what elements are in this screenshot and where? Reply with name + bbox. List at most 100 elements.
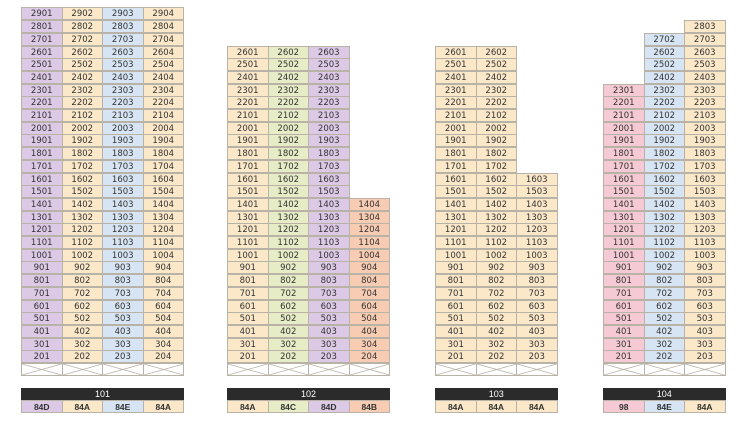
unit-cell: 2503 <box>684 58 726 72</box>
unit-cell: 903 <box>102 261 144 275</box>
unit-cell: 1501 <box>603 185 645 199</box>
unit-cell: 2103 <box>684 109 726 122</box>
unit-cell: 1603 <box>684 172 726 186</box>
unit-cell: 301 <box>603 337 645 351</box>
unit-cell: 201 <box>21 350 63 364</box>
unit-cell: 2003 <box>684 121 726 135</box>
unit-cell: 701 <box>603 286 645 300</box>
unit-cell: 901 <box>227 261 269 275</box>
unit-cell: 903 <box>684 261 726 275</box>
unit-cell: 1703 <box>684 159 726 173</box>
unit-cell: 403 <box>684 324 726 338</box>
unit-cell: 2103 <box>308 109 350 122</box>
unit-cell: 2203 <box>684 96 726 110</box>
unit-cell: 1201 <box>435 223 477 237</box>
unit-cell: 2804 <box>142 20 184 34</box>
building-label: 103 <box>435 388 558 400</box>
unit-cell: 1404 <box>142 197 184 211</box>
unit-cell: 1004 <box>348 248 390 262</box>
unit-cell: 2304 <box>142 83 184 97</box>
unit-cell: 802 <box>475 274 517 288</box>
unit-cell: 1802 <box>475 147 517 161</box>
unit-cell: 2502 <box>61 58 103 72</box>
base-cell <box>267 363 309 376</box>
unit-cell: 2302 <box>61 83 103 97</box>
unit-cell: 603 <box>684 299 726 313</box>
unit-cell: 202 <box>643 350 685 364</box>
unit-cell: 1402 <box>643 197 685 211</box>
unit-cell: 1902 <box>475 134 517 148</box>
unit-cell: 503 <box>684 312 726 326</box>
unit-cell: 1802 <box>61 147 103 161</box>
unit-cell: 1203 <box>308 223 350 237</box>
unit-cell: 1503 <box>102 185 144 199</box>
building-label: 104 <box>603 388 726 400</box>
unit-cell: 602 <box>475 299 517 313</box>
unit-cell: 2101 <box>435 109 477 122</box>
unit-cell: 1601 <box>435 172 477 186</box>
unit-cell: 1404 <box>348 197 390 211</box>
unit-cell: 2202 <box>643 96 685 110</box>
unit-cell: 2002 <box>643 121 685 135</box>
unit-cell: 602 <box>267 299 309 313</box>
unit-cell: 901 <box>21 261 63 275</box>
unit-cell: 604 <box>142 299 184 313</box>
unit-cell: 701 <box>21 286 63 300</box>
unit-cell: 202 <box>475 350 517 364</box>
unit-type-label: 84C <box>267 400 309 413</box>
unit-cell: 1304 <box>348 210 390 224</box>
unit-cell: 1701 <box>21 159 63 173</box>
unit-cell: 1402 <box>61 197 103 211</box>
unit-cell: 1204 <box>142 223 184 237</box>
unit-cell: 1801 <box>435 147 477 161</box>
unit-cell: 1601 <box>227 172 269 186</box>
unit-cell: 302 <box>643 337 685 351</box>
base-cell <box>516 363 558 376</box>
unit-type-label: 84A <box>684 400 726 413</box>
unit-cell: 2701 <box>21 32 63 46</box>
unit-cell: 2102 <box>643 109 685 122</box>
unit-cell: 1403 <box>516 197 558 211</box>
unit-cell: 2004 <box>142 121 184 135</box>
x-mark <box>476 364 516 375</box>
unit-cell: 1101 <box>21 236 63 249</box>
unit-cell: 2002 <box>61 121 103 135</box>
unit-cell: 902 <box>61 261 103 275</box>
unit-cell: 802 <box>643 274 685 288</box>
unit-cell: 901 <box>603 261 645 275</box>
unit-cell: 1802 <box>643 147 685 161</box>
unit-cell: 603 <box>102 299 144 313</box>
unit-cell: 703 <box>516 286 558 300</box>
unit-cell: 202 <box>267 350 309 364</box>
unit-type-label: 84A <box>435 400 477 413</box>
unit-cell: 801 <box>227 274 269 288</box>
unit-cell: 1603 <box>102 172 144 186</box>
unit-cell: 2502 <box>643 58 685 72</box>
unit-cell: 1102 <box>61 236 103 249</box>
unit-cell: 1704 <box>142 159 184 173</box>
unit-cell: 2301 <box>435 83 477 97</box>
unit-cell: 601 <box>227 299 269 313</box>
unit-cell: 2104 <box>142 109 184 122</box>
unit-cell: 2204 <box>142 96 184 110</box>
unit-cell: 203 <box>308 350 350 364</box>
unit-cell: 803 <box>684 274 726 288</box>
base-cell <box>102 363 144 376</box>
unit-cell: 2201 <box>603 96 645 110</box>
unit-cell: 1703 <box>102 159 144 173</box>
unit-cell: 2303 <box>308 83 350 97</box>
unit-type-label: 84A <box>227 400 269 413</box>
x-mark <box>685 364 725 375</box>
base-cell <box>308 363 350 376</box>
x-mark <box>644 364 684 375</box>
unit-cell: 2301 <box>227 83 269 97</box>
unit-cell: 2502 <box>475 58 517 72</box>
unit-type-label: 84A <box>475 400 517 413</box>
unit-cell: 2401 <box>227 70 269 84</box>
unit-cell: 1302 <box>267 210 309 224</box>
base-cell <box>435 363 477 376</box>
unit-cell: 1602 <box>475 172 517 186</box>
unit-cell: 1401 <box>603 197 645 211</box>
unit-cell: 1401 <box>227 197 269 211</box>
unit-cell: 2002 <box>267 121 309 135</box>
